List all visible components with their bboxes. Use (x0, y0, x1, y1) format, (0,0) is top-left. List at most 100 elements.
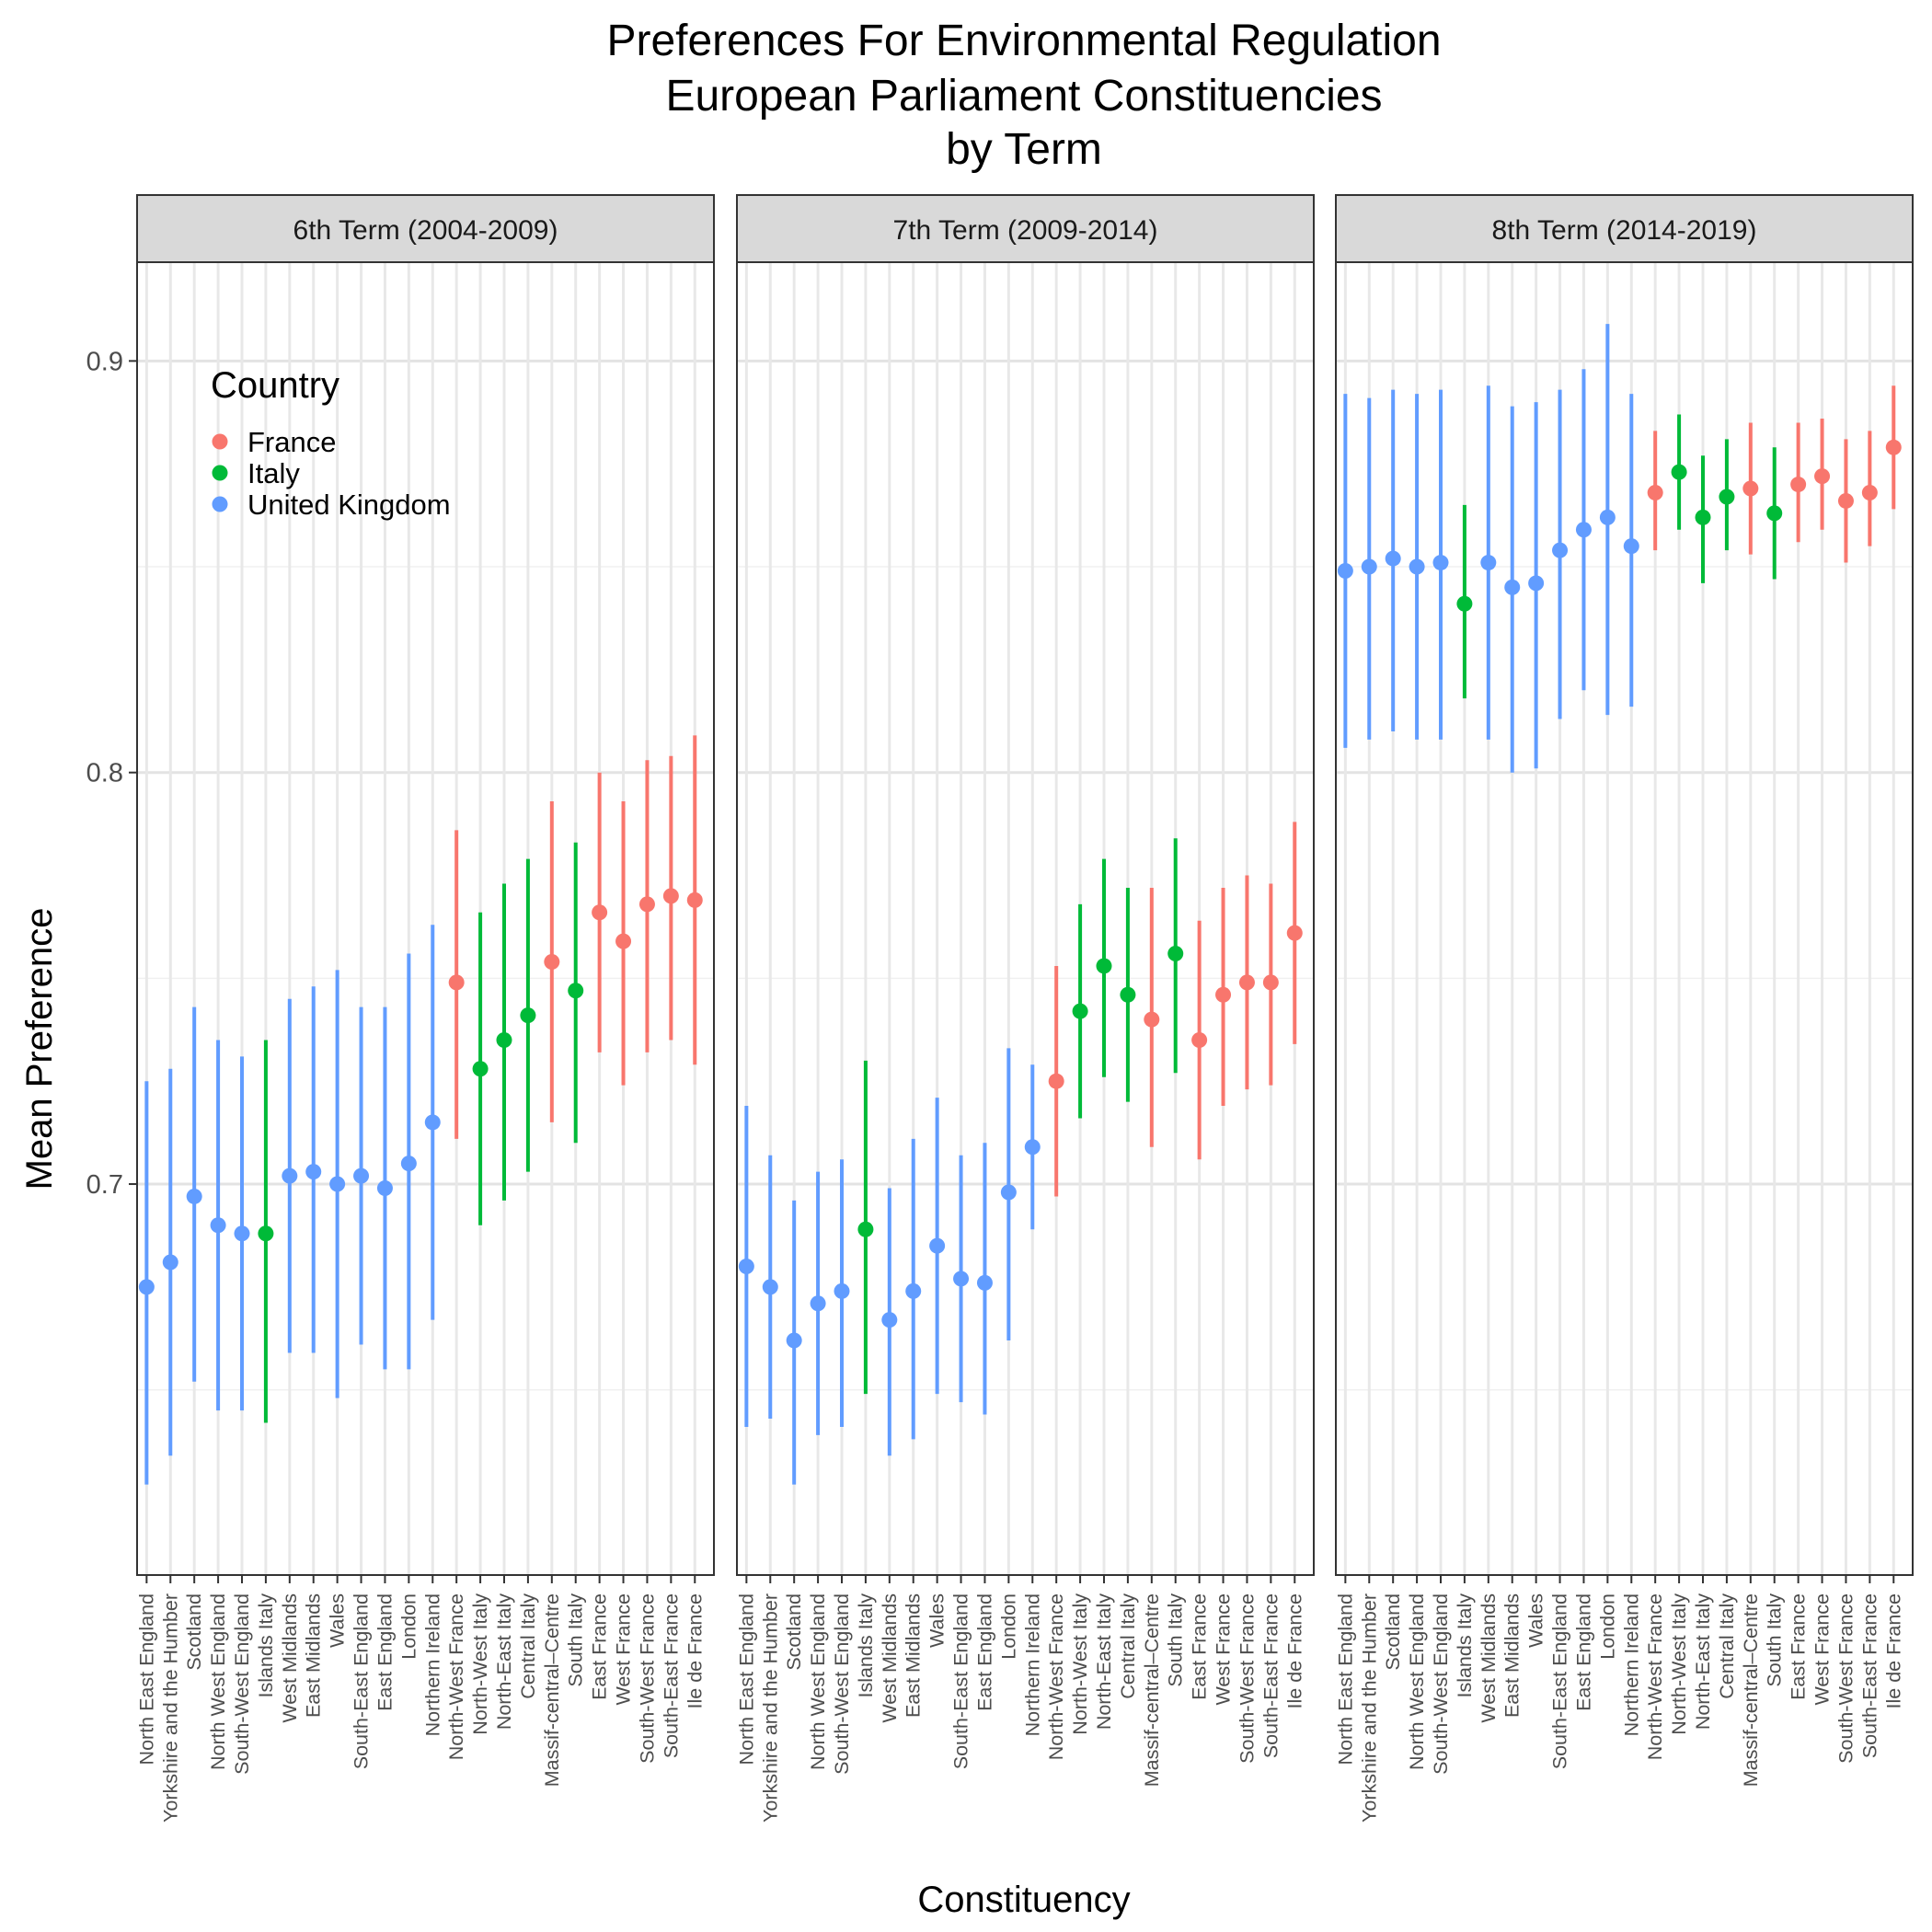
data-point (1575, 522, 1592, 538)
legend-label: United Kingdom (247, 489, 451, 521)
x-tick-label: South-East France (660, 1593, 682, 1758)
data-point (1480, 555, 1497, 571)
data-point (544, 953, 560, 970)
x-tick-label: North East England (735, 1593, 757, 1765)
x-tick-label: North West England (207, 1593, 229, 1770)
x-tick-label: Ile de France (1882, 1593, 1904, 1708)
data-point (1072, 1003, 1088, 1019)
plot-background (737, 262, 1314, 1575)
legend-label: France (247, 426, 336, 458)
x-tick-label: South Italy (1764, 1593, 1786, 1687)
data-point (258, 1225, 274, 1242)
chart-title-line-2: European Parliament Constituencies (665, 72, 1382, 121)
data-point (1599, 509, 1616, 525)
x-tick-label: East France (1189, 1593, 1211, 1700)
x-tick-label: London (397, 1593, 420, 1660)
x-tick-label: South-East England (351, 1593, 373, 1769)
data-point (1024, 1139, 1041, 1156)
x-tick-label: Central Italy (517, 1593, 539, 1699)
data-point (400, 1156, 417, 1172)
panel-strip-title: 7th Term (2009-2014) (893, 215, 1158, 246)
data-point (1837, 492, 1854, 509)
data-point (834, 1282, 850, 1299)
data-point (1742, 480, 1759, 497)
data-point (786, 1332, 802, 1349)
data-point (472, 1061, 489, 1077)
x-tick-label: Scotland (183, 1593, 205, 1671)
x-tick-label: South-West England (1430, 1593, 1452, 1775)
data-point (1504, 579, 1521, 595)
data-point (1814, 468, 1831, 485)
data-point (1385, 550, 1401, 567)
x-tick-label: South-West France (1236, 1593, 1258, 1764)
x-tick-label: Massif-central–Centre (1740, 1593, 1762, 1787)
x-tick-label: South Italy (565, 1593, 587, 1687)
chart-title-line-1: Preferences For Environmental Regulation (606, 17, 1441, 65)
data-point (162, 1254, 178, 1271)
x-tick-label: North East England (135, 1593, 157, 1765)
panel-strip (136, 194, 715, 263)
y-tick-label: 0.8 (86, 759, 123, 788)
x-tick-label: North-West France (445, 1593, 467, 1760)
x-tick-label: West France (613, 1593, 635, 1705)
x-tick-label: North-East Italy (1093, 1593, 1115, 1730)
x-tick-label: West France (1213, 1593, 1235, 1705)
x-tick-label: North-East Italy (493, 1593, 515, 1730)
x-tick-label: East Midlands (1501, 1593, 1524, 1718)
x-tick-label: South-East France (1259, 1593, 1282, 1758)
data-point (448, 974, 465, 991)
x-tick-label: North-West France (1045, 1593, 1067, 1760)
x-tick-label: South-West England (231, 1593, 253, 1775)
data-point (234, 1225, 250, 1242)
x-tick-label: North-West Italy (1668, 1593, 1690, 1735)
data-point (1432, 555, 1449, 571)
chart-title: Preferences For Environmental Regulation… (606, 17, 1441, 174)
data-point (282, 1167, 298, 1184)
data-point (905, 1282, 922, 1299)
data-point (738, 1258, 754, 1274)
chart-title-line-3: by Term (946, 125, 1102, 174)
data-point (305, 1164, 322, 1180)
x-tick-label: Central Italy (1117, 1593, 1139, 1699)
x-tick-label: Massif-central–Centre (1141, 1593, 1163, 1787)
x-tick-label: Northern Ireland (1021, 1593, 1043, 1736)
data-point (1528, 575, 1545, 592)
x-tick-label: Ile de France (684, 1593, 706, 1708)
x-tick-label: North West England (1406, 1593, 1428, 1770)
data-point (1191, 1031, 1208, 1048)
data-point (1120, 986, 1136, 1003)
data-point (1048, 1073, 1064, 1089)
x-tick-label: South-East France (1858, 1593, 1880, 1758)
x-tick-label: Scotland (783, 1593, 805, 1671)
data-point (138, 1279, 155, 1295)
data-point (1361, 558, 1377, 575)
data-point (1409, 558, 1425, 575)
legend-key (212, 496, 228, 512)
x-tick-label: East England (1572, 1593, 1594, 1711)
panel-3: 8th Term (2014-2019) North East England Yo… (1334, 194, 1914, 1823)
data-point (929, 1237, 946, 1254)
plot-background (1336, 262, 1913, 1575)
x-tick-label: North-West France (1644, 1593, 1666, 1760)
x-tick-label: East France (1788, 1593, 1810, 1700)
data-point (1719, 489, 1735, 505)
legend-key (212, 433, 228, 450)
x-tick-label: North-West Italy (469, 1593, 491, 1735)
legend-key (212, 465, 228, 481)
data-point (186, 1188, 202, 1204)
x-tick-label: West France (1811, 1593, 1834, 1705)
x-tick-label: Ile de France (1283, 1593, 1305, 1708)
x-tick-label: Islands Italy (255, 1593, 277, 1698)
x-tick-label: West Midlands (879, 1593, 901, 1723)
data-point (762, 1279, 778, 1295)
data-point (1238, 974, 1255, 991)
data-point (592, 904, 608, 921)
panels: 6th Term (2004-2009)North East England Yo… (86, 194, 1914, 1823)
panel-strip (736, 194, 1315, 263)
x-tick-label: South-West France (636, 1593, 658, 1764)
data-point (1262, 974, 1279, 991)
x-tick-label: Massif-central–Centre (541, 1593, 563, 1787)
x-tick-label: Yorkshire and the Humber (1358, 1593, 1380, 1823)
data-point (496, 1031, 512, 1048)
panel-strip-title: 8th Term (2014-2019) (1492, 215, 1757, 246)
